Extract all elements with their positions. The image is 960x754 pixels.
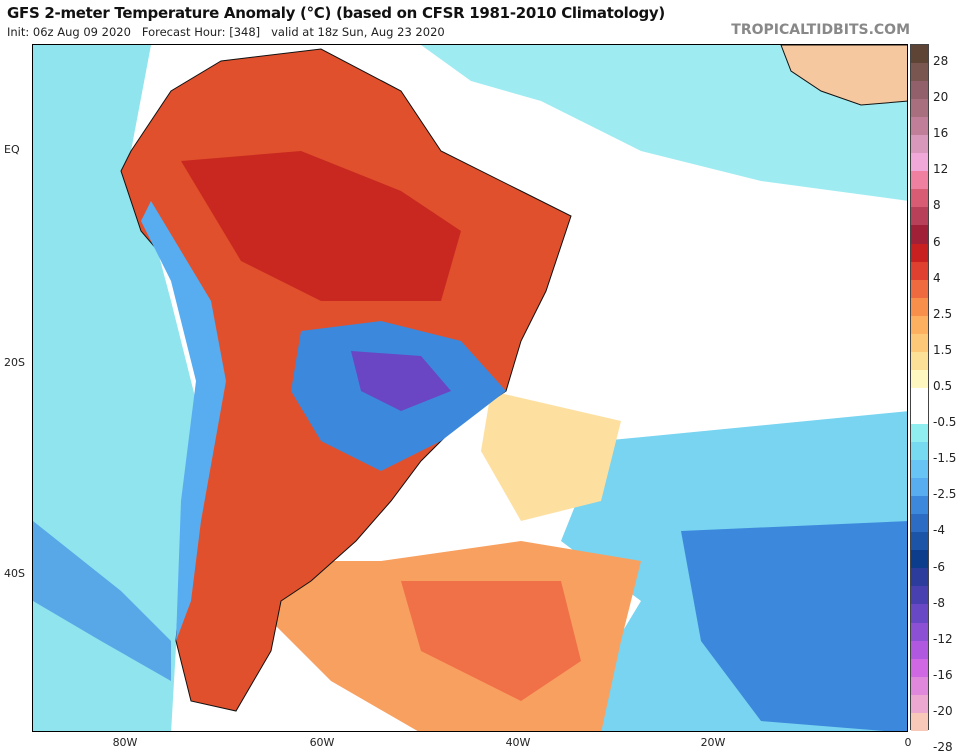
colorbar-swatch — [911, 243, 928, 262]
hot-region-amazon — [181, 151, 461, 301]
colorbar-tick-label: 6 — [933, 234, 941, 249]
colorbar-tick-label: -6 — [933, 559, 945, 574]
colorbar-tick-label: 0.5 — [933, 379, 953, 393]
mild-region-atlantic — [481, 391, 621, 521]
colorbar-swatch — [911, 171, 928, 190]
colorbar-tick-label: 1.5 — [933, 342, 953, 357]
lon-label-60w: 60W — [309, 736, 335, 749]
colorbar-swatch — [911, 387, 928, 406]
colorbar-tick-label: 16 — [933, 126, 949, 141]
colorbar-swatch — [911, 442, 928, 461]
colorbar-swatch — [911, 514, 928, 533]
colorbar-swatch — [911, 99, 928, 118]
colorbar-swatch — [911, 189, 928, 208]
colorbar-swatch — [911, 658, 928, 677]
colorbar-swatch — [911, 351, 928, 370]
colorbar-swatch — [911, 117, 928, 136]
lat-label-40s: 40S — [4, 567, 25, 580]
colorbar-tick-label: -16 — [933, 667, 953, 682]
lon-label-80w: 80W — [112, 736, 138, 749]
colorbar-swatch — [911, 369, 928, 388]
map-subtitle: Init: 06z Aug 09 2020 Forecast Hour: [34… — [7, 25, 445, 39]
colorbar-swatch — [911, 297, 928, 316]
colorbar-swatch — [911, 622, 928, 641]
colorbar-tick-label: 20 — [933, 90, 949, 105]
cool-region-northeast — [421, 45, 907, 201]
colorbar-swatch — [911, 460, 928, 479]
colorbar-swatch — [911, 586, 928, 605]
hot-region-atlantic — [401, 581, 581, 701]
map-canvas — [33, 45, 907, 731]
colorbar-tick-label: 28 — [933, 54, 949, 69]
colorbar-swatch — [911, 423, 928, 443]
very-cold-region-brazil — [351, 351, 451, 411]
colorbar-swatch — [911, 207, 928, 226]
colorbar-tick-label: -2.5 — [933, 487, 957, 502]
lon-label-0: 0 — [904, 736, 912, 749]
colorbar-tick-label: 8 — [933, 198, 941, 213]
lon-label-40w: 40W — [505, 736, 531, 749]
colorbar-swatch — [911, 478, 928, 497]
cold-region-pacific — [33, 521, 171, 681]
lat-label-20s: 20S — [4, 356, 25, 369]
brand-watermark: TROPICALTIDBITS.COM — [731, 22, 910, 38]
colorbar-swatch — [911, 676, 928, 695]
colorbar-swatch — [911, 532, 928, 551]
colorbar — [910, 44, 929, 731]
colorbar-tick-label: 2.5 — [933, 306, 953, 321]
colorbar-swatch — [911, 45, 928, 64]
colorbar-tick-label: 12 — [933, 162, 949, 177]
colorbar-tick-label: -0.5 — [933, 415, 957, 430]
colorbar-tick-label: 4 — [933, 270, 941, 285]
colorbar-swatch — [911, 225, 928, 244]
colorbar-swatch — [911, 568, 928, 587]
colorbar-swatch — [911, 279, 928, 298]
colorbar-swatch — [911, 405, 928, 424]
lat-label-eq: EQ — [4, 143, 20, 156]
colorbar-swatch — [911, 550, 928, 569]
cold-region-southeast — [681, 521, 907, 731]
andes-cold-strip — [141, 201, 226, 641]
colorbar-swatch — [911, 135, 928, 154]
colorbar-swatch — [911, 63, 928, 82]
colorbar-swatch — [911, 81, 928, 100]
colorbar-tick-label: -1.5 — [933, 451, 957, 466]
map-title: GFS 2-meter Temperature Anomaly (°C) (ba… — [7, 4, 665, 22]
lon-label-20w: 20W — [700, 736, 726, 749]
colorbar-swatch — [911, 333, 928, 352]
colorbar-tick-label: -8 — [933, 595, 945, 610]
colorbar-swatch — [911, 315, 928, 334]
colorbar-swatch — [911, 712, 928, 731]
anomaly-map — [32, 44, 908, 732]
colorbar-tick-label: -20 — [933, 703, 953, 718]
colorbar-swatch — [911, 640, 928, 659]
colorbar-swatch — [911, 153, 928, 172]
colorbar-tick-label: -4 — [933, 523, 945, 538]
colorbar-swatch — [911, 261, 928, 280]
colorbar-tick-label: -12 — [933, 631, 953, 646]
africa-coast — [780, 45, 907, 106]
colorbar-tick-label: -28 — [933, 740, 953, 754]
colorbar-swatch — [911, 604, 928, 623]
colorbar-swatch — [911, 694, 928, 713]
colorbar-swatch — [911, 496, 928, 515]
